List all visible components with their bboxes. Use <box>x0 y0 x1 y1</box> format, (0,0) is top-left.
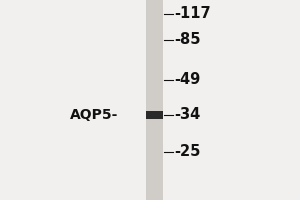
Bar <box>146 111 163 119</box>
Text: -49: -49 <box>175 72 201 88</box>
Text: -85: -85 <box>175 32 201 47</box>
Text: -34: -34 <box>175 107 201 122</box>
Text: -117: -117 <box>175 6 211 21</box>
Bar <box>146 0 163 200</box>
Text: AQP5-: AQP5- <box>70 108 118 122</box>
Text: -25: -25 <box>175 144 201 160</box>
